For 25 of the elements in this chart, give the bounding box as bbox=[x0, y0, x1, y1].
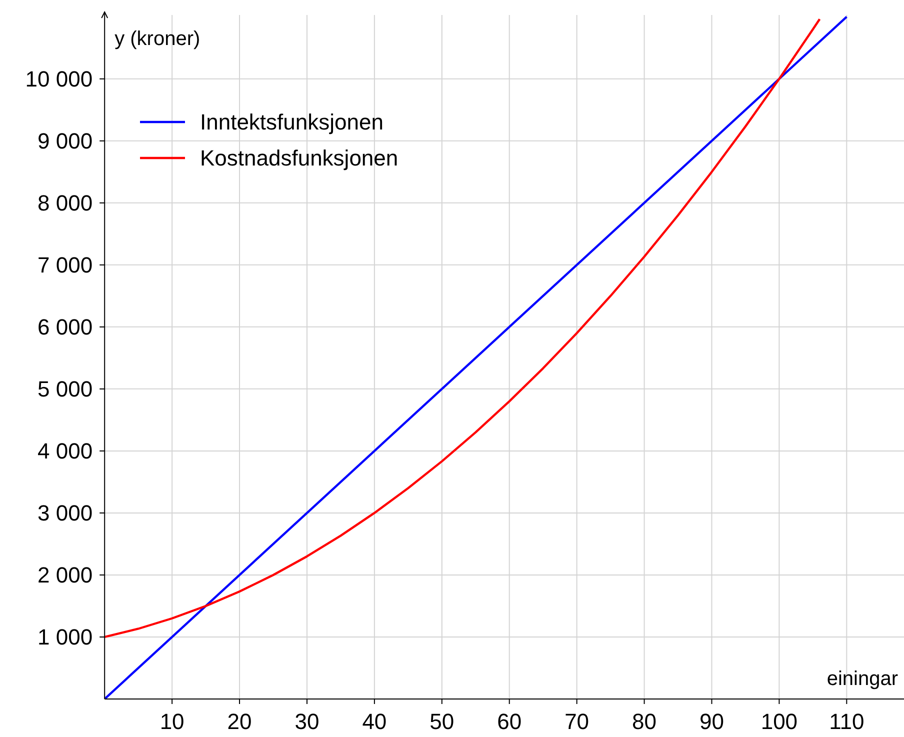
x-tick-label: 70 bbox=[564, 709, 590, 734]
x-tick-label: 80 bbox=[632, 709, 657, 734]
y-tick-label: 7 000 bbox=[38, 252, 93, 278]
y-tick-label: 1 000 bbox=[38, 624, 93, 650]
x-tick-label: 50 bbox=[430, 709, 454, 734]
x-tick-label: 60 bbox=[497, 709, 522, 734]
y-tick-label: 2 000 bbox=[38, 562, 93, 588]
y-axis-title: y (kroner) bbox=[114, 28, 200, 50]
y-tick-label: 4 000 bbox=[38, 438, 93, 464]
x-tick-label: 40 bbox=[362, 709, 387, 734]
legend-label: Kostnadsfunksjonen bbox=[200, 146, 398, 171]
y-tick-label: 5 000 bbox=[38, 376, 93, 402]
y-tick-label: 3 000 bbox=[38, 500, 93, 526]
y-tick-label: 6 000 bbox=[38, 314, 93, 340]
x-tick-label: 100 bbox=[760, 709, 798, 734]
x-axis-title: einingar bbox=[826, 668, 898, 690]
x-tick-label: 10 bbox=[160, 709, 184, 734]
y-tick-label: 9 000 bbox=[38, 128, 93, 154]
y-tick-label: 10 000 bbox=[25, 66, 93, 92]
x-tick-label: 90 bbox=[699, 709, 724, 734]
x-tick-label: 110 bbox=[829, 709, 864, 734]
x-tick-label: 30 bbox=[294, 709, 320, 734]
y-tick-label: 8 000 bbox=[38, 190, 93, 216]
legend-label: Inntektsfunksjonen bbox=[200, 110, 384, 135]
x-tick-label: 20 bbox=[227, 709, 252, 734]
